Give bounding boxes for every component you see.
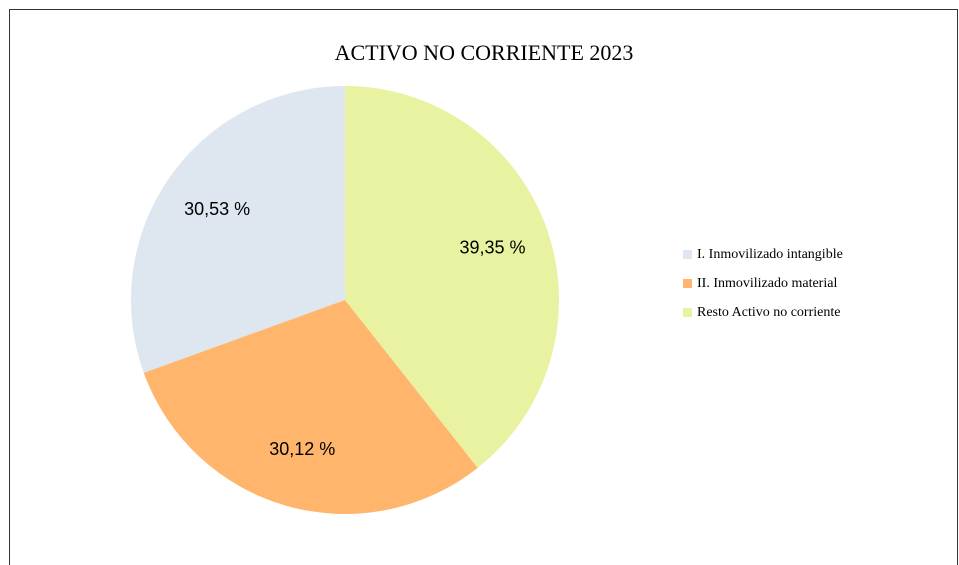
data-label: 30,12 % <box>269 439 335 459</box>
legend-swatch <box>683 308 692 317</box>
legend-swatch <box>683 250 692 259</box>
legend-label: II. Inmovilizado material <box>697 276 837 291</box>
pie-slice <box>345 86 559 468</box>
data-label: 30,53 % <box>184 199 250 219</box>
chart-title: ACTIVO NO CORRIENTE 2023 <box>335 40 634 65</box>
data-label: 39,35 % <box>460 237 526 257</box>
pie-slice <box>143 300 478 514</box>
legend-swatch <box>683 279 692 288</box>
legend-label: I. Inmovilizado intangible <box>697 247 843 262</box>
pie-slice <box>130 86 345 373</box>
legend-label: Resto Activo no corriente <box>697 305 840 320</box>
